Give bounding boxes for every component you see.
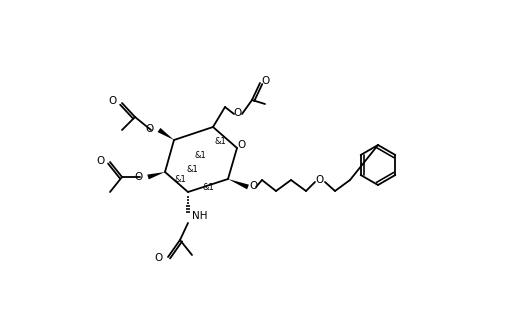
Text: &1: &1 [214, 138, 226, 146]
Text: O: O [97, 156, 105, 166]
Text: O: O [146, 124, 154, 134]
Text: O: O [234, 108, 242, 118]
Text: O: O [109, 96, 117, 106]
Polygon shape [147, 172, 165, 179]
Text: O: O [155, 253, 163, 263]
Text: &1: &1 [186, 165, 198, 174]
Text: O: O [249, 181, 257, 191]
Text: O: O [135, 172, 143, 182]
Text: NH: NH [192, 211, 208, 221]
Text: &1: &1 [194, 151, 206, 159]
Text: O: O [316, 175, 324, 185]
Text: &1: &1 [174, 174, 186, 184]
Text: O: O [261, 76, 269, 86]
Polygon shape [158, 128, 174, 140]
Text: O: O [238, 140, 246, 150]
Polygon shape [228, 179, 249, 189]
Text: &1: &1 [202, 184, 214, 192]
